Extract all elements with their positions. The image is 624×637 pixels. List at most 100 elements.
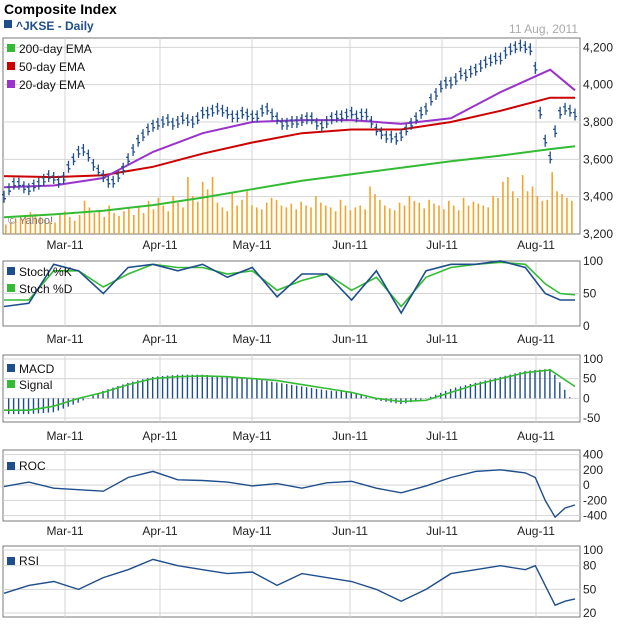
volume-bar — [157, 197, 160, 234]
macd-bar — [325, 390, 328, 399]
volume-bar — [502, 181, 504, 234]
macd-bar — [102, 390, 104, 399]
volume-bar — [162, 205, 165, 234]
volume-bar — [29, 212, 32, 234]
macd-bar — [171, 375, 174, 399]
macd-bar — [449, 388, 452, 399]
volume-bar — [226, 211, 229, 234]
macd-bar — [221, 376, 223, 399]
macd-bar — [375, 398, 377, 401]
macd-bar — [360, 395, 362, 399]
x-tick-label: Mar-11 — [46, 238, 83, 252]
macd-bar — [122, 384, 124, 399]
macd-bar — [166, 375, 169, 399]
macd-bar — [186, 374, 189, 399]
macd-bar — [251, 378, 253, 399]
volume-bar — [329, 207, 332, 234]
volume-bar — [246, 191, 248, 234]
legend-label: 50-day EMA — [19, 60, 85, 74]
volume-bar — [413, 200, 416, 234]
macd-bar — [420, 398, 422, 400]
x-tick-label: Jul-11 — [426, 238, 458, 252]
macd-bar — [295, 385, 298, 399]
x-tick-label: Aug-11 — [517, 429, 555, 443]
volume-bar — [324, 205, 327, 234]
macd-bar — [97, 393, 99, 399]
volume-bar — [236, 205, 238, 234]
volume-bar — [516, 197, 519, 234]
legend-stoch-d: Stoch %D — [19, 282, 73, 296]
y-tick-label: 50 — [583, 287, 597, 301]
volume-bar — [507, 177, 509, 234]
volume-bar — [152, 209, 155, 234]
volume-bar — [172, 196, 174, 234]
x-tick-label: Jun-11 — [332, 429, 368, 443]
legend-signal: Signal — [19, 378, 52, 392]
x-tick-label: Mar-11 — [46, 429, 83, 443]
volume-bar — [285, 207, 288, 234]
y-tick-label: 4,200 — [583, 40, 613, 54]
roc-line — [3, 469, 576, 519]
volume-bar — [142, 213, 145, 234]
y-tick-label: 200 — [583, 463, 603, 477]
volume-bar — [393, 210, 396, 234]
macd-bar — [276, 382, 278, 399]
y-tick-label: -400 — [583, 509, 607, 523]
macd-bar — [315, 388, 318, 399]
x-tick-label: Jun-11 — [332, 332, 368, 346]
volume-bar — [177, 202, 179, 234]
volume-bar — [93, 213, 96, 234]
legend-swatch — [7, 44, 15, 52]
volume-bar — [24, 215, 27, 234]
volume-bar — [211, 177, 214, 234]
volume-bar — [108, 205, 110, 234]
macd-bar — [22, 398, 25, 415]
x-tick-label: Apr-11 — [142, 524, 177, 538]
macd-bar — [559, 382, 561, 399]
volume-bar — [88, 207, 91, 234]
volume-bar — [265, 202, 268, 234]
volume-bar — [290, 203, 293, 234]
volume-bar — [423, 208, 426, 234]
volume-bar — [452, 205, 455, 234]
y-tick-label: 0 — [583, 478, 590, 492]
y-tick-label: 3,600 — [583, 152, 613, 166]
macd-bar — [534, 370, 536, 399]
volume-bar — [526, 191, 529, 234]
volume-bar — [68, 216, 71, 234]
macd-bar — [176, 374, 179, 399]
macd-bar — [489, 379, 491, 399]
x-tick-label: Mar-11 — [46, 524, 83, 538]
macd-bar — [37, 398, 40, 414]
macd-bar — [191, 374, 194, 399]
volume-bar — [187, 177, 189, 234]
volume-bar — [221, 207, 224, 234]
y-tick-label: -50 — [583, 411, 601, 425]
volume-bar — [167, 211, 170, 234]
volume-bar — [359, 205, 362, 234]
volume-bar — [270, 197, 273, 234]
volume-bar — [59, 215, 61, 234]
x-tick-label: Jul-11 — [426, 429, 458, 443]
ticker-icon — [4, 20, 12, 28]
volume-bar — [256, 207, 258, 234]
macd-bar — [52, 398, 55, 413]
y-tick-label: 3,400 — [583, 190, 613, 204]
volume-bar — [280, 205, 283, 234]
ema-200-line — [3, 145, 576, 219]
macd-bar — [107, 389, 109, 399]
macd-bar — [211, 375, 213, 399]
macd-bar — [335, 391, 338, 399]
macd-bar — [137, 380, 139, 399]
macd-bar — [474, 382, 477, 399]
volume-bar — [536, 196, 539, 234]
volume-bar — [438, 205, 440, 234]
macd-bar — [142, 379, 144, 399]
volume-bar — [433, 203, 435, 234]
volume-bar — [364, 209, 366, 234]
x-tick-label: Apr-11 — [142, 332, 177, 346]
macd-bar — [430, 396, 432, 399]
volume-bar — [379, 199, 381, 234]
volume-bar — [132, 215, 135, 234]
volume-bar — [443, 209, 445, 234]
